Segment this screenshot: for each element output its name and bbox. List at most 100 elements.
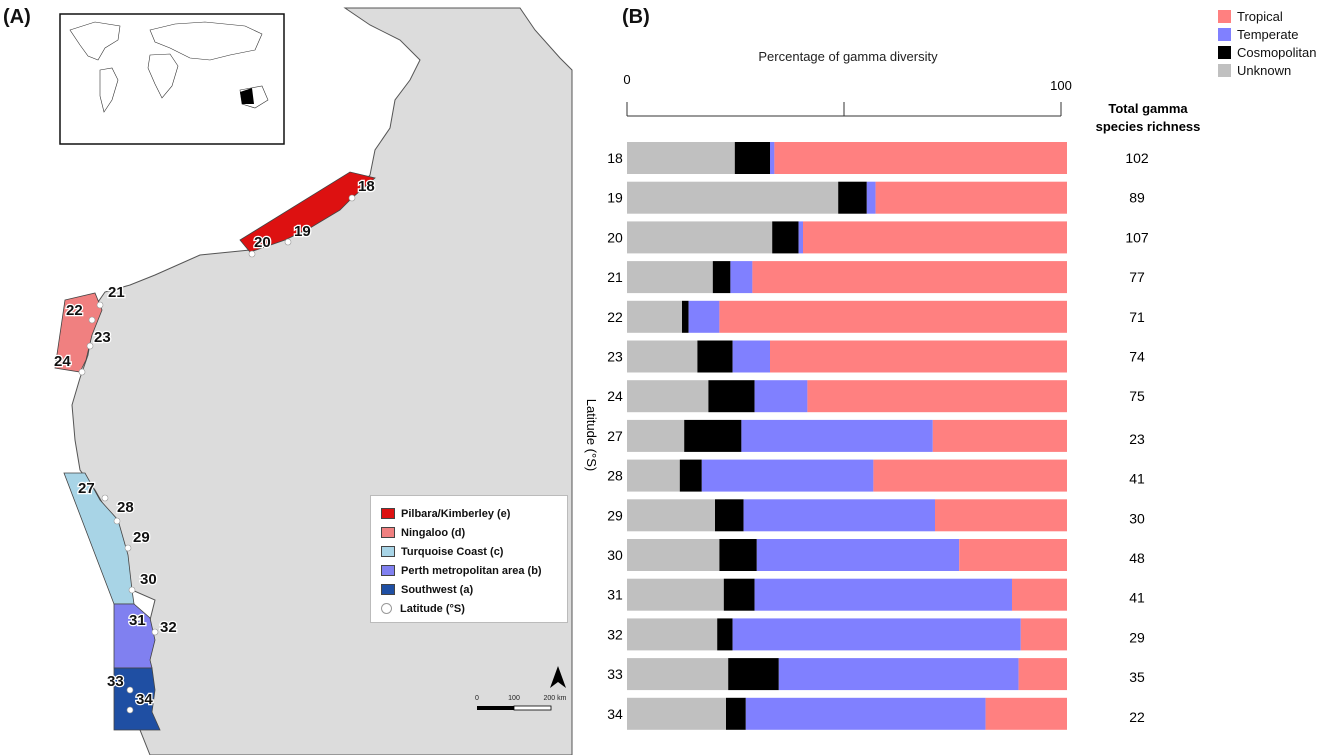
bars bbox=[627, 142, 1067, 730]
latitude-label-23: 23 bbox=[94, 329, 111, 346]
richness-label-27: 23 bbox=[1129, 431, 1145, 447]
legend-item-ningaloo: Ningaloo (d) bbox=[381, 523, 567, 542]
bar-temperate-33 bbox=[778, 658, 1019, 691]
category-label-20: 20 bbox=[607, 229, 623, 245]
richness-title-line2: species richness bbox=[1096, 119, 1201, 134]
chart-legend: Tropical Temperate Cosmopolitan Unknown bbox=[1218, 7, 1332, 79]
bar-tropical-22 bbox=[719, 300, 1067, 333]
inset-world-map bbox=[59, 13, 285, 145]
richness-label-32: 29 bbox=[1129, 629, 1145, 645]
bar-unknown-31 bbox=[627, 578, 724, 611]
bar-unknown-30 bbox=[627, 539, 720, 571]
panel-a-label: (A) bbox=[3, 6, 31, 28]
bar-unknown-21 bbox=[627, 261, 713, 294]
chart-title: Percentage of gamma diversity bbox=[758, 49, 938, 64]
category-label-31: 31 bbox=[607, 587, 623, 603]
latitude-label-24: 24 bbox=[54, 353, 71, 370]
bar-unknown-22 bbox=[627, 300, 682, 333]
bar-unknown-32 bbox=[627, 618, 718, 651]
legend-swatch bbox=[1218, 45, 1231, 59]
legend-label: Ningaloo (d) bbox=[401, 526, 466, 539]
map: 18 19 20 21 22 23 24 27 28 29 30 31 32 33 34 0 100 200… bbox=[53, 7, 573, 755]
bar-tropical-29 bbox=[935, 499, 1067, 532]
category-label-29: 29 bbox=[607, 507, 623, 523]
bar-cosmopolitan-29 bbox=[715, 499, 744, 532]
bar-temperate-27 bbox=[741, 419, 933, 452]
legend-label: Tropical bbox=[1237, 8, 1283, 24]
scale-tick-200: 200 km bbox=[544, 695, 567, 702]
bar-temperate-29 bbox=[743, 499, 935, 532]
richness-label-24: 75 bbox=[1129, 388, 1145, 404]
legend-swatch bbox=[381, 565, 395, 576]
bar-tropical-27 bbox=[932, 419, 1067, 452]
richness-label-28: 41 bbox=[1129, 471, 1145, 487]
scale-tick-100: 100 bbox=[508, 695, 520, 702]
bar-tropical-28 bbox=[873, 459, 1067, 492]
map-legend: Pilbara/Kimberley (e) Ningaloo (d) Turqu… bbox=[370, 495, 568, 623]
bar-cosmopolitan-22 bbox=[682, 300, 689, 333]
legend-item-latitude: Latitude (°S) bbox=[381, 599, 567, 618]
latitude-dot-23 bbox=[86, 342, 94, 350]
chart-legend-item-temperate: Temperate bbox=[1218, 25, 1332, 43]
bar-cosmopolitan-20 bbox=[772, 221, 799, 254]
x-tick-label-100: 100 bbox=[1050, 78, 1072, 93]
richness-label-31: 41 bbox=[1129, 590, 1145, 606]
chart-legend-item-cosmopolitan: Cosmopolitan bbox=[1218, 43, 1332, 61]
latitude-label-22: 22 bbox=[66, 302, 83, 319]
legend-label: Temperate bbox=[1237, 26, 1299, 42]
legend-swatch bbox=[1218, 63, 1231, 77]
latitude-label-28: 28 bbox=[117, 499, 134, 516]
richness-label-29: 30 bbox=[1129, 510, 1145, 526]
bar-unknown-23 bbox=[627, 340, 698, 373]
category-label-24: 24 bbox=[607, 388, 623, 404]
latitude-label-29: 29 bbox=[133, 529, 150, 546]
legend-item-pilbara: Pilbara/Kimberley (e) bbox=[381, 504, 567, 523]
category-label-28: 28 bbox=[607, 468, 623, 484]
legend-label: Pilbara/Kimberley (e) bbox=[401, 507, 511, 520]
legend-swatch bbox=[1218, 27, 1231, 41]
richness-label-34: 22 bbox=[1129, 709, 1145, 725]
richness-title-line1: Total gamma bbox=[1108, 101, 1188, 116]
latitude-dot-29 bbox=[124, 544, 132, 552]
richness-label-20: 107 bbox=[1125, 229, 1149, 245]
inset-continents bbox=[69, 21, 269, 113]
legend-label: Unknown bbox=[1237, 62, 1292, 78]
legend-item-turquoise: Turquoise Coast (c) bbox=[381, 542, 567, 561]
latitude-dot-20 bbox=[248, 250, 256, 258]
bar-cosmopolitan-24 bbox=[708, 380, 755, 413]
richness-labels: 102 89 107 77 71 74 75 23 41 30 48 41 29 35 22 bbox=[1125, 150, 1149, 725]
bar-unknown-33 bbox=[627, 658, 729, 691]
latitude-label-19: 19 bbox=[294, 223, 311, 240]
latitude-label-31: 31 bbox=[129, 612, 146, 629]
legend-item-perth: Perth metropolitan area (b) bbox=[381, 561, 567, 580]
richness-label-19: 89 bbox=[1129, 190, 1145, 206]
bar-tropical-30 bbox=[959, 539, 1067, 571]
category-label-19: 19 bbox=[607, 190, 623, 206]
bar-tropical-21 bbox=[752, 261, 1067, 294]
bar-tropical-18 bbox=[774, 142, 1067, 174]
bar-cosmopolitan-19 bbox=[838, 181, 867, 214]
latitude-dot-28 bbox=[113, 517, 121, 525]
bar-cosmopolitan-27 bbox=[684, 419, 742, 452]
bar-temperate-22 bbox=[688, 300, 720, 333]
bar-unknown-20 bbox=[627, 221, 773, 254]
latitude-dot-27 bbox=[101, 494, 109, 502]
zone-pilbara-kimberley bbox=[239, 171, 376, 253]
category-label-23: 23 bbox=[607, 349, 623, 365]
bar-temperate-30 bbox=[756, 539, 960, 571]
x-axis bbox=[626, 102, 1062, 117]
latitude-label-27: 27 bbox=[78, 480, 95, 497]
latitude-dot-19 bbox=[284, 238, 292, 246]
bar-temperate-20 bbox=[798, 221, 803, 254]
bar-tropical-24 bbox=[807, 380, 1067, 413]
category-label-18: 18 bbox=[607, 150, 623, 166]
bar-unknown-18 bbox=[627, 142, 735, 174]
category-label-27: 27 bbox=[607, 428, 623, 444]
bar-temperate-19 bbox=[866, 181, 876, 214]
bar-tropical-19 bbox=[875, 181, 1067, 214]
north-arrow-icon bbox=[550, 666, 566, 688]
scale-tick-0: 0 bbox=[475, 695, 479, 702]
richness-label-23: 74 bbox=[1129, 349, 1145, 365]
category-label-33: 33 bbox=[607, 666, 623, 682]
bar-unknown-24 bbox=[627, 380, 709, 413]
